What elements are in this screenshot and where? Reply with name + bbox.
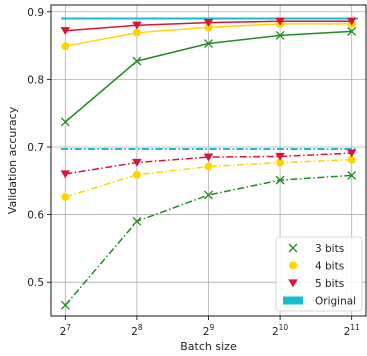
y-tick-label: 0.6 (27, 210, 44, 222)
triangle-marker (61, 170, 71, 178)
circle-marker (133, 29, 141, 37)
circle-marker (61, 42, 69, 50)
legend-label: Original (315, 296, 356, 308)
circle-marker (133, 171, 141, 179)
legend-label: 5 bits (315, 278, 344, 290)
legend: 3 bits 4 bits 5 bits Original (276, 237, 362, 311)
circle-marker (205, 163, 213, 171)
y-tick-label: 0.7 (27, 142, 44, 154)
x-tick-label: 211 (344, 323, 360, 338)
legend-label: 3 bits (315, 243, 344, 255)
x-tick-label: 29 (203, 323, 215, 338)
x-axis-label: Batch size (180, 340, 237, 353)
x-tick-label: 27 (60, 323, 72, 338)
y-axis-label: Validation accuracy (6, 106, 19, 214)
y-tick-label: 0.5 (27, 277, 44, 289)
circle-marker (61, 193, 69, 201)
x-tick-label: 28 (131, 323, 143, 338)
y-tick-label: 0.9 (27, 7, 44, 19)
legend-swatch-original (283, 297, 303, 305)
circle-marker (289, 262, 297, 270)
y-tick-label: 0.8 (27, 74, 44, 86)
legend-label: 4 bits (315, 261, 344, 273)
x-tick-label: 210 (272, 323, 288, 338)
